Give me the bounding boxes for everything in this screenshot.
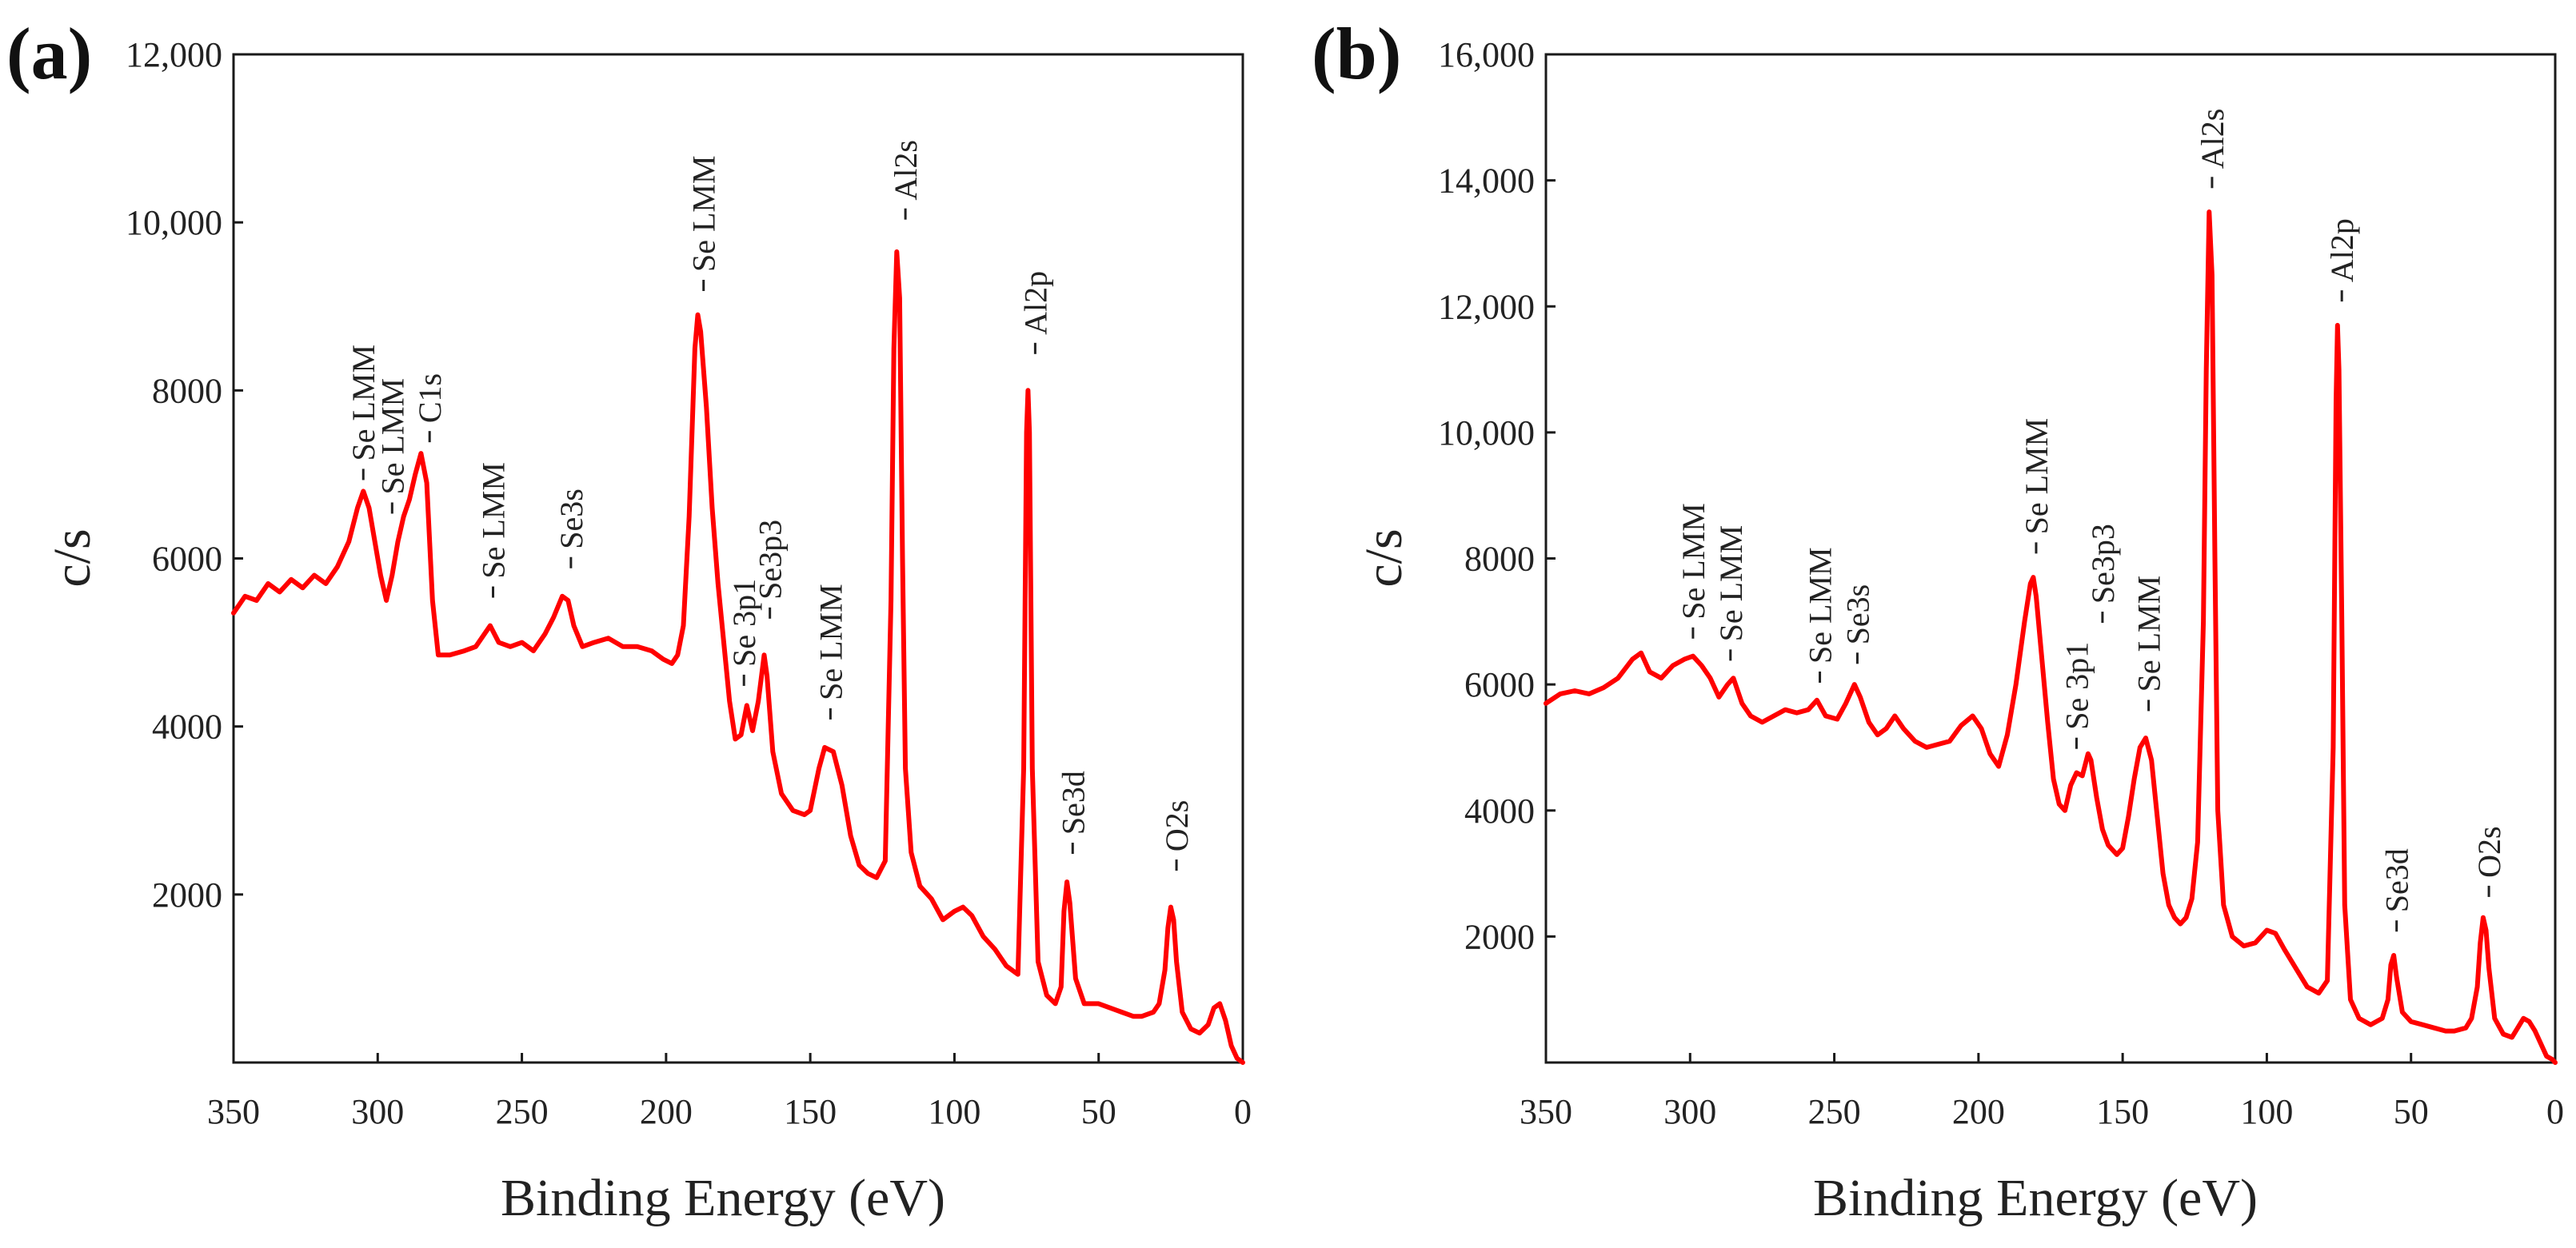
peak-label: Al2s [888,140,924,201]
peak-label: O2s [1159,800,1195,851]
peak-annotation: Se3s [1839,584,1875,664]
spectrum-line [1544,209,2558,1065]
peak-annotation: Se LMM [1803,547,1839,683]
peak-annotation: O2s [1159,800,1195,871]
peak-label: C1s [412,373,448,423]
y-tick-label: 4000 [152,708,222,747]
x-axis-title-a: Binding Energy (eV) [501,1169,945,1227]
peak-annotation: Al2p [2324,218,2360,302]
peak-label: Al2p [1017,271,1053,335]
x-tick-label: 100 [928,1092,980,1131]
y-tick-label: 6000 [152,540,222,579]
axis-ticks-a: 350 300 250 200 150 100 50 0 2000 4000 6000 8000 10,… [126,35,1252,1131]
peak-annotation: Al2s [2195,109,2231,189]
panel-a: (a) 350 300 250 200 150 100 50 0 2000 4000 6000 800… [6,13,1252,1227]
x-tick-label: 100 [2240,1092,2293,1131]
peak-label: Se LMM [1803,547,1839,664]
peak-label: Se LMM [345,345,381,461]
peak-label: Se3s [1839,584,1875,645]
x-tick-label: 350 [1520,1092,1572,1131]
peak-label: Se3p3 [2085,524,2121,604]
spectrum-line [231,249,1245,1065]
x-tick-label: 150 [2096,1092,2149,1131]
y-tick-label: 6000 [1464,665,1535,704]
peak-annotation: Se LMM [813,584,849,720]
peak-annotation: Al2p [1017,271,1053,354]
spectrum-layer-a [231,249,1245,1065]
x-tick-label: 350 [207,1092,260,1131]
peak-label: Se3p3 [753,520,789,600]
peak-label: Se LMM [813,584,849,700]
x-tick-label: 200 [640,1092,693,1131]
peak-annotation: Al2s [888,140,924,220]
x-tick-label: 200 [1952,1092,2005,1131]
peak-label: Se LMM [686,155,722,272]
peak-annotation: Se LMM [686,155,722,291]
y-tick-label: 12,000 [1438,287,1535,326]
peak-label: Al2s [2195,109,2231,169]
peak-label: Se LMM [374,378,410,495]
peak-annotation: Se 3p1 [726,579,762,686]
y-tick-label: 2000 [152,875,222,915]
y-axis-title-a: c/s [43,528,102,587]
peak-annotation: Se LMM [1713,525,1749,661]
peak-annotation: Se3s [553,488,589,568]
peak-label: Se LMM [1713,525,1749,642]
peak-annotation: Se LMM [374,378,410,514]
spectrum-layer-b [1544,209,2558,1065]
peak-label: Se LMM [2019,418,2055,535]
axis-ticks-b: 350 300 250 200 150 100 50 0 2000 4000 6000 8000 10,… [1438,35,2564,1131]
peak-label: Se LMM [476,462,512,579]
y-tick-label: 8000 [152,371,222,410]
panel-label-b: (b) [1312,13,1401,94]
x-tick-label: 300 [351,1092,404,1131]
x-tick-label: 50 [2394,1092,2429,1131]
x-tick-label: 0 [1234,1092,1252,1131]
peak-label: Se 3p1 [726,579,762,667]
peak-annotation: Se LMM [476,462,512,598]
peak-annotation: Se3d [1055,771,1091,855]
y-axis-title-b: c/s [1355,528,1413,587]
x-axis-title-b: Binding Energy (eV) [1813,1169,2258,1227]
y-tick-label: 10,000 [1438,413,1535,453]
peak-annotation: Se 3p1 [2059,642,2095,749]
x-tick-label: 300 [1663,1092,1716,1131]
panel-label-a: (a) [6,13,92,94]
x-tick-label: 250 [1808,1092,1861,1131]
peak-label: O2s [2471,826,2507,877]
y-tick-label: 16,000 [1438,35,1535,74]
peak-annotation: Se LMM [2019,418,2055,554]
y-tick-label: 8000 [1464,540,1535,579]
peak-annotation: Se LMM [2131,576,2167,712]
y-tick-label: 14,000 [1438,161,1535,201]
x-tick-label: 50 [1081,1092,1116,1131]
peak-label: Se3s [553,488,589,549]
peak-annotation: C1s [412,373,448,443]
peak-annotation: Se LMM [345,345,381,480]
x-tick-label: 0 [2546,1092,2564,1131]
peak-label: Al2p [2324,218,2360,282]
y-tick-label: 2000 [1464,917,1535,956]
panel-b: (b) 350 300 250 200 150 100 50 0 2000 4000 6000 800… [1312,13,2564,1227]
peak-annotation: O2s [2471,826,2507,897]
peak-annotation: Se3p3 [753,520,789,619]
peak-annotation: Se LMM [1675,503,1711,639]
peak-label: Se3d [1055,771,1091,835]
plot-frame-a [232,53,1244,1064]
x-tick-label: 150 [784,1092,837,1131]
peak-label: Se LMM [2131,576,2167,692]
x-tick-label: 250 [496,1092,549,1131]
y-tick-label: 10,000 [126,203,222,242]
peak-label: Se LMM [1675,503,1711,620]
peak-label: Se 3p1 [2059,642,2095,730]
y-tick-label: 12,000 [126,35,222,74]
peak-annotation: Se3d [2379,848,2415,932]
peak-label: Se3d [2379,848,2415,912]
peak-annotation: Se3p3 [2085,524,2121,624]
y-tick-label: 4000 [1464,791,1535,831]
